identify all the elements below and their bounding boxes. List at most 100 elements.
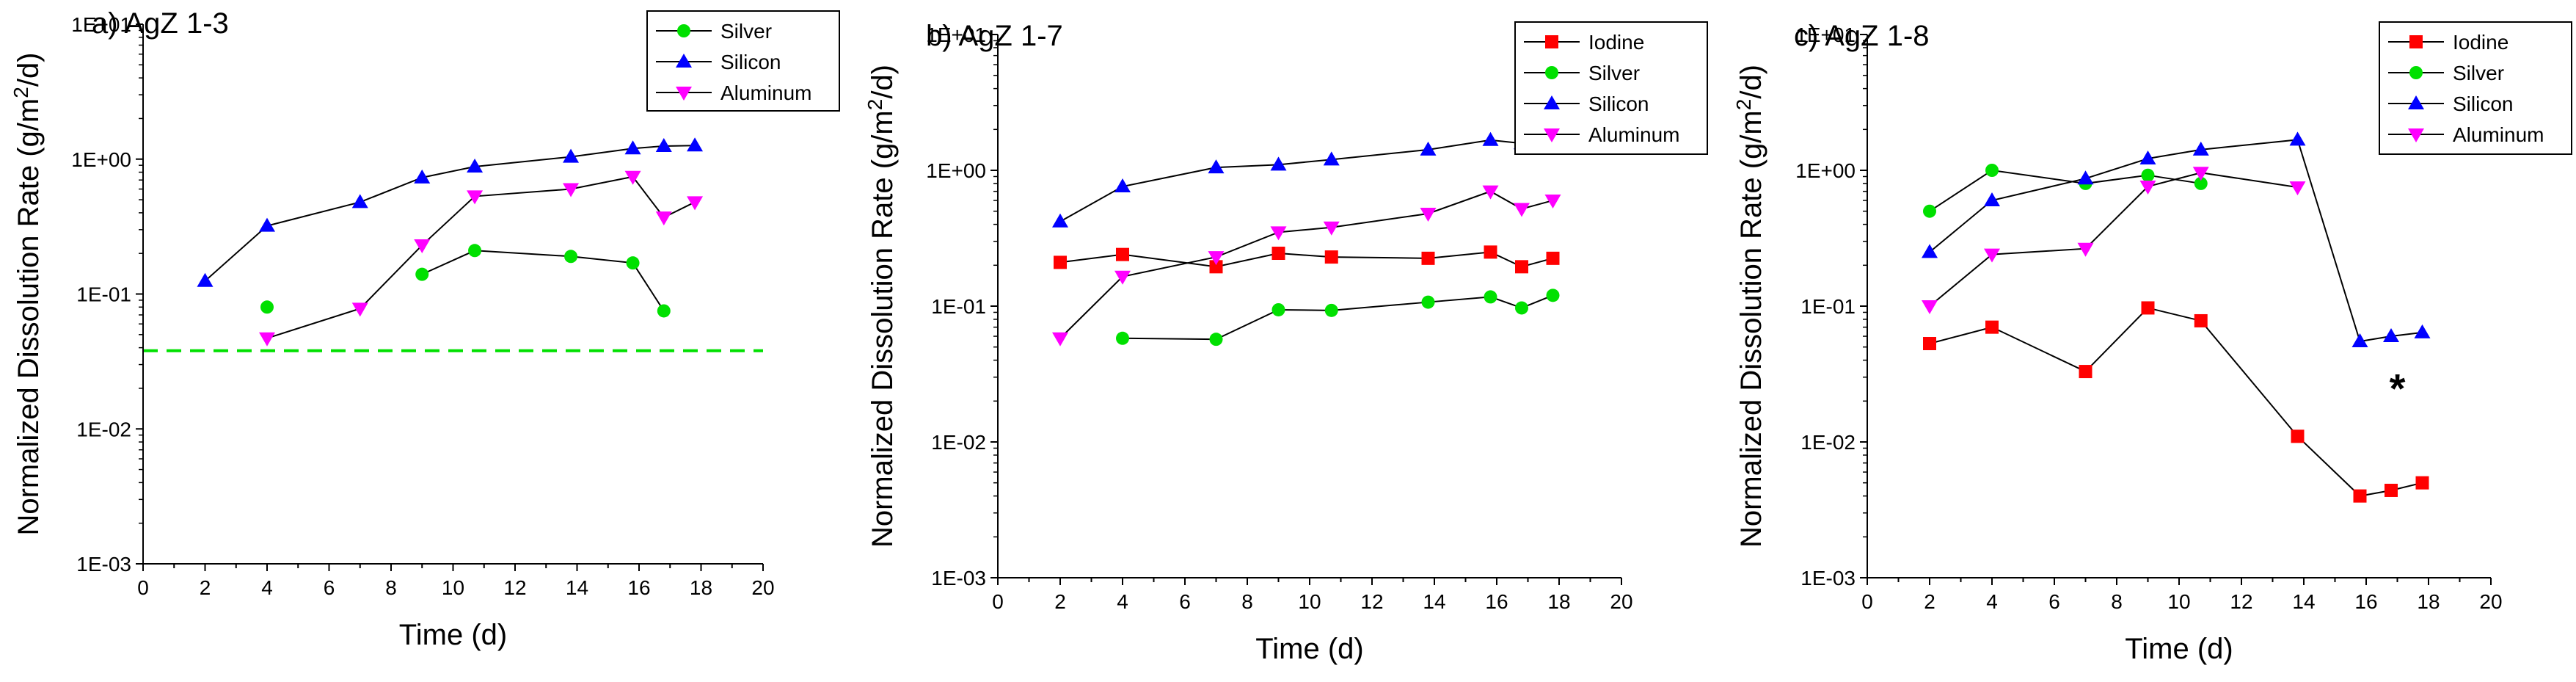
y-tick-label: 1E+01 <box>926 23 986 46</box>
x-tick-label: 18 <box>690 576 712 599</box>
data-point-silicon <box>655 137 672 152</box>
x-tick-label: 8 <box>1241 590 1253 613</box>
x-tick-label: 4 <box>1986 590 1998 613</box>
x-tick-label: 12 <box>503 576 526 599</box>
data-point-iodine <box>2415 476 2429 490</box>
legend-marker-aluminum <box>1544 128 1560 142</box>
data-point-silver <box>1515 301 1528 315</box>
data-point-aluminum <box>414 239 431 254</box>
y-tick-label: 1E-03 <box>1800 567 1856 590</box>
x-tick-label: 2 <box>1054 590 1066 613</box>
data-point-iodine <box>2291 429 2305 443</box>
y-tick-label: 1E-01 <box>931 295 986 318</box>
data-point-aluminum <box>2077 242 2094 257</box>
data-point-silver <box>1116 331 1129 345</box>
data-point-silicon <box>1114 178 1131 193</box>
data-point-aluminum <box>1922 300 1938 314</box>
legend-marker-silver <box>677 24 690 37</box>
x-tick-label: 20 <box>1610 590 1632 613</box>
data-point-iodine <box>1546 251 1560 265</box>
data-point-iodine <box>1271 247 1285 261</box>
legend-marker-aluminum <box>676 87 692 101</box>
legend-marker-iodine <box>2409 35 2423 48</box>
data-point-silicon <box>1984 192 2000 207</box>
data-point-iodine <box>1484 245 1497 259</box>
legend-label-iodine: Iodine <box>1588 31 1644 54</box>
x-tick-label: 4 <box>261 576 273 599</box>
legend-label-aluminum: Aluminum <box>2453 123 2544 146</box>
chart-title: b) AgZ 1-7 <box>926 20 1063 52</box>
legend-label-silicon: Silicon <box>720 51 781 73</box>
data-point-silicon <box>563 148 580 163</box>
data-point-aluminum <box>1270 226 1287 241</box>
data-point-aluminum <box>563 183 580 197</box>
y-axis-title: Normalized Dissolution Rate (g/m2/d) <box>864 65 899 548</box>
data-point-silicon <box>2139 150 2156 165</box>
y-axis-title-main: Normalized Dissolution Rate (g/m <box>1735 110 1767 548</box>
x-tick-label: 20 <box>751 576 774 599</box>
series-aluminum <box>1052 185 1561 347</box>
data-point-silicon <box>197 272 214 287</box>
y-tick-label: 1E+01 <box>71 13 131 36</box>
data-point-aluminum <box>467 190 484 205</box>
data-point-silver <box>1209 333 1223 347</box>
legend-marker-silver <box>2409 66 2423 79</box>
x-tick-label: 14 <box>1423 590 1445 613</box>
data-point-silver <box>1546 289 1560 302</box>
x-tick-label: 12 <box>1360 590 1383 613</box>
data-point-iodine <box>1985 320 1999 334</box>
x-tick-label: 8 <box>385 576 397 599</box>
data-point-aluminum <box>1052 332 1068 347</box>
data-point-iodine <box>1116 247 1129 261</box>
y-tick-label: 1E+00 <box>926 159 986 182</box>
x-tick-label: 6 <box>2048 590 2060 613</box>
data-point-silver <box>626 256 640 270</box>
series-silver <box>1116 289 1560 347</box>
annotation-asterisk: * <box>2390 365 2406 411</box>
data-point-silicon <box>2414 324 2431 338</box>
legend-label-silicon: Silicon <box>1588 92 1649 115</box>
legend-marker-silicon <box>2408 95 2424 109</box>
data-point-silver <box>260 300 274 314</box>
y-tick-label: 1E+00 <box>71 148 131 171</box>
data-point-silver <box>2194 176 2208 190</box>
data-point-iodine <box>2194 313 2208 327</box>
y-tick-label: 1E-01 <box>76 283 131 306</box>
y-tick-label: 1E+01 <box>1795 23 1856 46</box>
data-point-silver <box>1985 164 1999 177</box>
data-point-aluminum <box>259 332 275 347</box>
y-tick-label: 1E-02 <box>1800 431 1856 454</box>
x-axis-title: Time (d) <box>1255 633 1363 665</box>
y-tick-label: 1E-03 <box>76 553 131 576</box>
x-tick-label: 18 <box>2417 590 2440 613</box>
data-point-silicon <box>1208 159 1225 174</box>
legend-marker-iodine <box>1545 35 1558 48</box>
x-tick-label: 10 <box>1298 590 1321 613</box>
chart-panel-3: c) AgZ 1-8 0 2 4 6 8 10 12 14 16 18 20 1E-03 1E-02 1E-… <box>1732 20 2572 665</box>
data-point-aluminum <box>1208 251 1225 266</box>
x-tick-label: 14 <box>566 576 588 599</box>
y-axis-title-superscript: 2 <box>864 99 886 111</box>
x-tick-label: 0 <box>137 576 149 599</box>
y-tick-label: 1E-02 <box>76 418 131 440</box>
x-tick-label: 6 <box>1179 590 1191 613</box>
x-tick-label: 10 <box>442 576 464 599</box>
data-point-silver <box>2141 168 2155 182</box>
data-point-silver <box>564 250 578 264</box>
x-tick-label: 16 <box>2354 590 2377 613</box>
data-point-aluminum <box>2289 181 2306 196</box>
data-point-silicon <box>259 217 275 232</box>
legend-label-silicon: Silicon <box>2453 92 2513 115</box>
data-point-silicon <box>1922 244 1938 258</box>
data-point-silver <box>657 304 671 318</box>
data-point-aluminum <box>351 302 368 317</box>
data-point-silicon <box>1482 131 1499 146</box>
legend: Iodine Silver Silicon Aluminum <box>2379 21 2572 155</box>
data-point-silicon <box>2289 131 2306 146</box>
y-axis-title: Normalized Dissolution Rate (g/m2/d) <box>10 52 45 535</box>
chart-panel-2: b) AgZ 1-7 0 2 4 6 8 10 12 14 16 18 20 1E-03 1E-02 1E-… <box>864 20 1708 665</box>
y-axis-title-main: Normalized Dissolution Rate (g/m <box>12 98 45 536</box>
legend-label-aluminum: Aluminum <box>720 81 811 104</box>
data-point-iodine <box>1421 251 1435 265</box>
data-point-silicon <box>414 169 431 184</box>
